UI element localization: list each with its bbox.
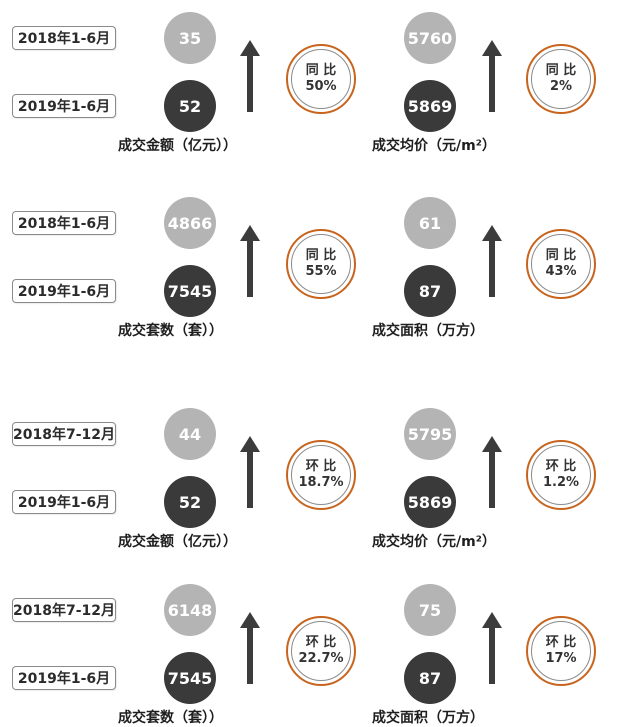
change-value: 2%: [549, 79, 573, 94]
previous-value-circle: 35: [164, 12, 216, 64]
change-label: 环 比: [305, 459, 337, 474]
arrow-up-icon: [482, 436, 502, 508]
change-badge: 环 比 18.7%: [286, 440, 356, 510]
period-label-current: 2019年1-6月: [12, 666, 116, 690]
metric-name: 成交套数（套））: [118, 710, 223, 726]
current-value-circle: 7545: [164, 652, 216, 704]
arrow-up-icon: [482, 225, 502, 297]
previous-value-circle: 75: [404, 584, 456, 636]
change-value: 50%: [305, 79, 337, 94]
comparison-group-4: 2018年7-12月 2019年1-6月 6148 7545 环 比 22.7%…: [0, 572, 640, 726]
previous-value-circle: 61: [404, 197, 456, 249]
arrow-up-icon: [240, 225, 260, 297]
arrow-up-icon: [482, 40, 502, 112]
change-badge: 同 比 43%: [526, 229, 596, 299]
change-label: 环 比: [305, 635, 337, 650]
metric-name: 成交面积（万方）: [372, 323, 484, 339]
previous-value-circle: 5795: [404, 408, 456, 460]
period-label-current: 2019年1-6月: [12, 490, 116, 514]
current-value-circle: 87: [404, 265, 456, 317]
previous-value-circle: 4866: [164, 197, 216, 249]
change-label: 环 比: [545, 635, 577, 650]
period-label-current: 2019年1-6月: [12, 279, 116, 303]
current-value-circle: 87: [404, 652, 456, 704]
metric-name: 成交均价（元/m²）: [372, 138, 496, 154]
current-value-circle: 52: [164, 80, 216, 132]
change-value: 17%: [545, 651, 577, 666]
change-label: 同 比: [305, 248, 337, 263]
previous-value-circle: 6148: [164, 584, 216, 636]
comparison-group-1: 2018年1-6月 2019年1-6月 35 52 同 比 50% 成交金额（亿…: [0, 0, 640, 154]
metric-name: 成交金额（亿元））: [118, 138, 237, 154]
change-badge: 环 比 17%: [526, 616, 596, 686]
metric-name: 成交套数（套））: [118, 323, 223, 339]
current-value-circle: 5869: [404, 80, 456, 132]
change-badge: 环 比 1.2%: [526, 440, 596, 510]
comparison-group-3: 2018年7-12月 2019年1-6月 44 52 环 比 18.7% 成交金…: [0, 396, 640, 550]
change-label: 同 比: [545, 63, 577, 78]
period-label-previous: 2018年1-6月: [12, 26, 116, 50]
metric-name: 成交均价（元/m²）: [372, 534, 496, 550]
previous-value-circle: 44: [164, 408, 216, 460]
change-badge: 同 比 2%: [526, 44, 596, 114]
comparison-group-2: 2018年1-6月 2019年1-6月 4866 7545 同 比 55% 成交…: [0, 185, 640, 339]
period-label-current: 2019年1-6月: [12, 94, 116, 118]
change-value: 22.7%: [298, 651, 344, 666]
previous-value-circle: 5760: [404, 12, 456, 64]
change-badge: 同 比 50%: [286, 44, 356, 114]
change-badge: 环 比 22.7%: [286, 616, 356, 686]
metric-name: 成交金额（亿元））: [118, 534, 237, 550]
metric-name: 成交面积（万方）: [372, 710, 484, 726]
change-label: 环 比: [545, 459, 577, 474]
current-value-circle: 7545: [164, 265, 216, 317]
arrow-up-icon: [240, 612, 260, 684]
change-label: 同 比: [545, 248, 577, 263]
arrow-up-icon: [240, 40, 260, 112]
period-label-previous: 2018年7-12月: [12, 598, 116, 622]
period-label-previous: 2018年7-12月: [12, 422, 116, 446]
change-value: 55%: [305, 264, 337, 279]
period-label-previous: 2018年1-6月: [12, 211, 116, 235]
current-value-circle: 52: [164, 476, 216, 528]
arrow-up-icon: [240, 436, 260, 508]
current-value-circle: 5869: [404, 476, 456, 528]
arrow-up-icon: [482, 612, 502, 684]
change-label: 同 比: [305, 63, 337, 78]
change-badge: 同 比 55%: [286, 229, 356, 299]
change-value: 43%: [545, 264, 577, 279]
change-value: 18.7%: [298, 475, 344, 490]
change-value: 1.2%: [542, 475, 580, 490]
